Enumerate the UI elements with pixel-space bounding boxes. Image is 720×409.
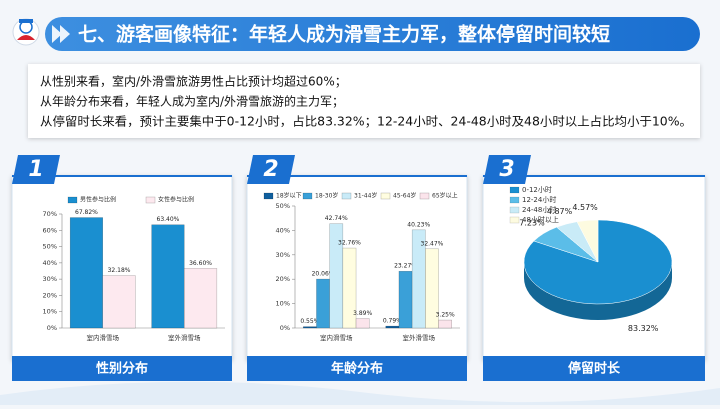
header-title: 七、游客画像特征：年轻人成为滑雪主力军，整体停留时间较短 bbox=[78, 23, 610, 46]
value-label: 36.60% bbox=[189, 260, 212, 267]
y-tick-label: 10% bbox=[276, 300, 290, 308]
value-label: 4.87% bbox=[547, 207, 573, 216]
y-tick-label: 60% bbox=[43, 226, 57, 234]
legend-label: 18-30岁 bbox=[315, 192, 338, 200]
panel-footer bbox=[12, 356, 232, 381]
panel-number-box bbox=[12, 155, 60, 184]
value-label: 32.76% bbox=[338, 240, 361, 247]
bar bbox=[398, 270, 413, 329]
legend-swatch bbox=[263, 192, 274, 200]
value-label: 83.32% bbox=[628, 324, 659, 333]
x-tick-label: 室内滑雪场 bbox=[320, 333, 353, 342]
summary-line: 从年龄分布来看，年轻人成为室内/外滑雪旅游的主力军； bbox=[40, 94, 344, 109]
legend-label: 12-24小时 bbox=[522, 195, 556, 204]
legend-label: 女性参与比例 bbox=[158, 196, 194, 204]
y-tick-label: 20% bbox=[276, 275, 290, 283]
x-tick-label: 室外滑雪场 bbox=[168, 333, 201, 342]
value-label: 3.89% bbox=[353, 310, 372, 317]
value-label: 40.23% bbox=[407, 221, 430, 228]
legend-label: 18岁以下 bbox=[276, 192, 302, 200]
bar bbox=[438, 319, 452, 329]
y-tick-label: 10% bbox=[43, 308, 57, 316]
panel-caption: 停留时长 bbox=[568, 361, 621, 377]
legend-swatch bbox=[509, 206, 520, 214]
panel-footer bbox=[483, 356, 705, 381]
y-tick-label: 50% bbox=[276, 202, 290, 210]
bar bbox=[184, 268, 218, 329]
legend-swatch bbox=[419, 192, 430, 200]
bar bbox=[151, 224, 185, 329]
panel-number: 2 bbox=[263, 157, 278, 182]
pie-side bbox=[524, 262, 672, 320]
value-label: 4.57% bbox=[572, 203, 598, 212]
value-label: 63.40% bbox=[157, 216, 180, 223]
value-label: 0.79% bbox=[383, 318, 402, 325]
y-tick-label: 70% bbox=[43, 210, 57, 218]
pie-slice bbox=[576, 219, 599, 263]
value-label: 20.06% bbox=[312, 271, 335, 278]
legend-swatch bbox=[509, 216, 520, 224]
value-label: 67.82% bbox=[75, 209, 98, 216]
y-tick-label: 0% bbox=[47, 324, 57, 332]
panel-caption: 性别分布 bbox=[96, 361, 148, 377]
legend-swatch bbox=[341, 192, 352, 200]
summary-line: 从性别来看，室内/外滑雪旅游男性占比预计均超过60%； bbox=[40, 74, 347, 89]
bar bbox=[69, 217, 103, 329]
value-label: 3.25% bbox=[436, 312, 455, 319]
bar bbox=[102, 275, 136, 329]
legend-swatch bbox=[145, 196, 156, 204]
x-tick-label: 室内滑雪场 bbox=[87, 333, 120, 342]
value-label: 32.47% bbox=[421, 240, 444, 247]
panel-number-box bbox=[483, 155, 531, 184]
panel-footer bbox=[247, 356, 467, 381]
summary-line: 从停留时长来看，预计主要集中于0-12小时，占比83.32%；12-24小时、2… bbox=[40, 114, 692, 129]
header-arrows bbox=[52, 25, 70, 43]
legend-swatch bbox=[509, 186, 520, 194]
panel-number-box bbox=[247, 155, 295, 184]
bar bbox=[355, 318, 370, 329]
value-label: 7.23% bbox=[519, 219, 545, 228]
header-bar bbox=[45, 17, 700, 51]
legend-label: 24-48小时 bbox=[522, 205, 556, 214]
value-label: 0.55% bbox=[300, 318, 319, 325]
legend-label: 48小时以上 bbox=[522, 215, 559, 224]
panel-caption: 年龄分布 bbox=[331, 361, 383, 377]
panel-body bbox=[11, 175, 233, 361]
y-tick-label: 0% bbox=[280, 324, 290, 332]
y-tick-label: 40% bbox=[276, 226, 290, 234]
legend-label: 0-12小时 bbox=[522, 185, 552, 194]
y-tick-label: 50% bbox=[43, 243, 57, 251]
logo bbox=[12, 18, 40, 46]
y-tick-label: 30% bbox=[276, 251, 290, 259]
x-tick-label: 室外滑雪场 bbox=[403, 333, 436, 342]
panel-number: 1 bbox=[28, 157, 43, 182]
panel-number: 3 bbox=[499, 157, 514, 182]
legend-swatch bbox=[509, 196, 520, 204]
legend-swatch bbox=[67, 196, 78, 204]
legend-label: 45-64岁 bbox=[393, 192, 416, 200]
bar bbox=[316, 278, 330, 329]
legend-swatch bbox=[380, 192, 391, 200]
legend-label: 31-44岁 bbox=[354, 192, 377, 200]
y-tick-label: 40% bbox=[43, 259, 57, 267]
bar bbox=[385, 325, 400, 329]
summary-box bbox=[28, 64, 700, 138]
value-label: 42.74% bbox=[325, 215, 348, 222]
legend-label: 男性参与比例 bbox=[80, 196, 116, 204]
bar bbox=[303, 326, 317, 329]
legend-label: 65岁以上 bbox=[432, 192, 458, 200]
legend-swatch bbox=[302, 192, 313, 200]
bar bbox=[425, 248, 439, 329]
y-tick-label: 20% bbox=[43, 291, 57, 299]
y-tick-label: 30% bbox=[43, 275, 57, 283]
bar bbox=[342, 247, 357, 329]
bottom-wave bbox=[0, 381, 720, 405]
value-label: 23.27% bbox=[394, 263, 417, 270]
value-label: 32.18% bbox=[108, 267, 131, 274]
